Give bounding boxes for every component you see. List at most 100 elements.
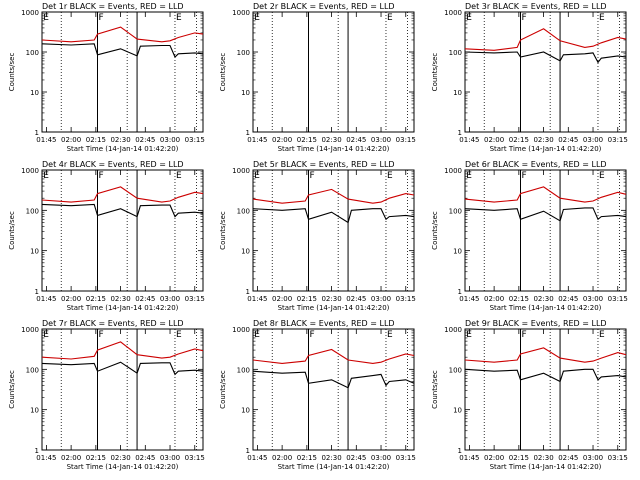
x-tick-label: 03:15: [396, 454, 416, 462]
y-tick-label: 10: [453, 248, 462, 256]
plot-frame: [464, 11, 627, 133]
y-tick-label: 1: [35, 129, 39, 137]
y-axis-label: Counts/sec: [219, 370, 227, 409]
y-tick-label: 10: [453, 89, 462, 97]
x-tick-label: 02:00: [484, 454, 504, 462]
x-tick-label: 02:00: [272, 454, 292, 462]
x-tick-label: 03:15: [185, 295, 205, 303]
x-tick-label: 01:45: [459, 454, 479, 462]
region-marker-label: E: [254, 171, 260, 181]
series-line: [41, 43, 204, 58]
x-tick-label: 02:00: [272, 295, 292, 303]
plot-frame: [252, 169, 415, 292]
series-line: [464, 51, 627, 64]
x-tick-label: 03:15: [608, 454, 628, 462]
x-tick-label: 02:45: [346, 295, 366, 303]
series-line: [464, 207, 627, 222]
region-marker-label: F: [98, 13, 103, 23]
y-tick-label: 1000: [21, 9, 39, 17]
series-line: [252, 348, 415, 364]
x-tick-label: 01:45: [247, 454, 267, 462]
y-tick-label: 1: [35, 288, 39, 296]
region-marker-label: E: [43, 13, 49, 23]
plot-frame: [41, 328, 204, 451]
x-tick-label: 02:15: [509, 295, 529, 303]
x-tick-label: 02:15: [86, 454, 106, 462]
x-tick-label: 03:00: [371, 295, 391, 303]
y-tick-label: 1000: [444, 9, 462, 17]
x-axis-label: Start Time (14-Jan-14 01:42:20): [278, 145, 390, 153]
x-tick-label: 02:15: [509, 454, 529, 462]
x-tick-label: 03:15: [608, 136, 628, 144]
x-tick-label: 03:15: [396, 136, 416, 144]
region-marker-label: E: [387, 171, 393, 181]
series-line: [41, 203, 204, 218]
x-tick-label: 02:30: [533, 454, 553, 462]
x-tick-label: 02:00: [61, 454, 81, 462]
region-marker-label: E: [176, 171, 182, 181]
y-tick-label: 100: [26, 49, 39, 57]
y-tick-label: 1000: [232, 326, 250, 334]
x-tick-label: 02:45: [558, 454, 578, 462]
chart-panel: Det 3r BLACK = Events, RED = LLD 1 10 100 10…: [431, 2, 628, 153]
x-axis-label: Start Time (14-Jan-14 01:42:20): [490, 145, 602, 153]
x-tick-label: 02:45: [135, 295, 155, 303]
series-line: [252, 188, 415, 204]
region-marker-label: E: [387, 330, 393, 340]
chart-title: Det 3r BLACK = Events, RED = LLD: [465, 2, 607, 11]
series-line: [464, 28, 627, 51]
x-tick-label: 02:00: [61, 136, 81, 144]
x-tick-label: 02:30: [321, 295, 341, 303]
y-tick-label: 1: [246, 288, 250, 296]
x-tick-label: 02:30: [321, 136, 341, 144]
region-marker-label: E: [43, 171, 49, 181]
x-tick-label: 02:30: [533, 136, 553, 144]
region-marker-label: F: [98, 171, 103, 181]
y-tick-label: 10: [30, 407, 39, 415]
x-axis-label: Start Time (14-Jan-14 01:42:20): [490, 304, 602, 312]
x-tick-label: 03:15: [608, 295, 628, 303]
y-tick-label: 10: [30, 248, 39, 256]
y-tick-label: 100: [237, 207, 250, 215]
region-marker-label: E: [254, 13, 260, 23]
chart-panel: Det 9r BLACK = Events, RED = LLD 1 10 100 10…: [431, 319, 628, 471]
x-axis-label: Start Time (14-Jan-14 01:42:20): [67, 145, 179, 153]
x-tick-label: 03:00: [371, 454, 391, 462]
region-marker-label: E: [599, 13, 605, 23]
plot-frame: [252, 11, 415, 133]
region-marker-label: F: [309, 330, 314, 340]
x-tick-label: 02:00: [272, 136, 292, 144]
x-axis-label: Start Time (14-Jan-14 01:42:20): [67, 304, 179, 312]
y-axis-label: Counts/sec: [219, 53, 227, 92]
region-marker-label: E: [599, 171, 605, 181]
x-tick-label: 02:15: [297, 136, 317, 144]
region-marker-label: E: [176, 330, 182, 340]
chart-title: Det 9r BLACK = Events, RED = LLD: [465, 319, 607, 328]
y-axis-label: Counts/sec: [8, 211, 16, 250]
y-tick-label: 10: [241, 89, 250, 97]
y-tick-label: 1000: [21, 167, 39, 175]
region-marker-label: F: [521, 13, 526, 23]
y-tick-label: 1000: [444, 167, 462, 175]
chart-panel: Det 8r BLACK = Events, RED = LLD 1 10 100 10…: [219, 319, 416, 471]
chart-panel: Det 6r BLACK = Events, RED = LLD 1 10 100 10…: [431, 160, 628, 312]
y-tick-label: 100: [26, 366, 39, 374]
x-tick-label: 02:45: [346, 454, 366, 462]
series-line: [464, 347, 627, 363]
y-tick-label: 1: [458, 447, 462, 455]
y-tick-label: 1000: [232, 9, 250, 17]
series-line: [252, 370, 415, 389]
y-tick-label: 1: [246, 129, 250, 137]
x-tick-label: 01:45: [459, 295, 479, 303]
series-line: [41, 361, 204, 376]
x-tick-label: 03:00: [583, 454, 603, 462]
x-tick-label: 02:45: [558, 136, 578, 144]
y-tick-label: 1: [35, 447, 39, 455]
chart-panel: Det 4r BLACK = Events, RED = LLD 1 10 100 10…: [8, 160, 205, 312]
x-tick-label: 02:15: [86, 295, 106, 303]
x-axis-label: Start Time (14-Jan-14 01:42:20): [490, 463, 602, 471]
chart-title: Det 7r BLACK = Events, RED = LLD: [42, 319, 184, 328]
y-axis-label: Counts/sec: [431, 211, 439, 250]
series-line: [252, 208, 415, 224]
x-tick-label: 01:45: [459, 136, 479, 144]
